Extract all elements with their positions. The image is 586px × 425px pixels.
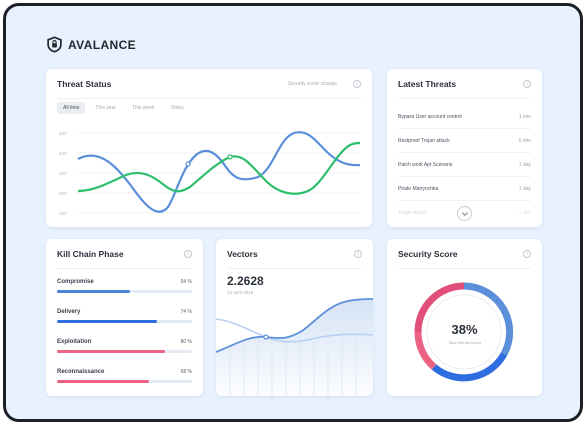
latest-threats-card: Latest Threats i Bypass User account con… (387, 69, 542, 227)
phase-percent: 80 % (180, 339, 192, 345)
phase-label: Reconnaissance (57, 369, 105, 375)
chevron-down-icon (461, 211, 468, 216)
security-score-donut (414, 282, 514, 382)
donut-segment-magenta (414, 282, 465, 333)
kill-chain-card: Kill Chain Phase i Compromise 54 % Deliv… (46, 239, 203, 396)
tab-this-week[interactable]: This week (131, 105, 155, 111)
security-score-change-link[interactable]: Security score change (287, 81, 337, 87)
threat-series-blue (77, 131, 361, 213)
threat-name: Patch work Apt Scenario (398, 161, 453, 168)
phase-label: Compromise (57, 279, 94, 285)
latest-threats-header: Latest Threats i (398, 69, 531, 99)
progress-fill (57, 350, 165, 353)
phase-percent: 54 % (180, 279, 192, 285)
donut-segment-light-blue (463, 282, 514, 356)
kill-chain-item: Compromise 54 % (57, 277, 192, 307)
time-range-tabs: All time This year This week Today (57, 102, 190, 114)
card-title: Latest Threats (398, 78, 457, 89)
threat-series-green-point[interactable] (227, 154, 233, 160)
threat-time: 1 day (518, 161, 531, 168)
phase-label: Delivery (57, 309, 81, 315)
y-tick-label: 100 (59, 211, 67, 216)
security-score-card: Security Score i 38% Total threats found (387, 239, 542, 396)
vector-line (216, 298, 373, 353)
vector-point[interactable] (263, 334, 269, 340)
info-icon[interactable]: i (184, 250, 192, 258)
security-score-header: Security Score i (398, 239, 531, 269)
info-icon[interactable]: i (523, 80, 531, 88)
y-tick-label: 200 (59, 191, 67, 196)
donut-segment-blue (431, 352, 508, 382)
threat-time: 5 min (518, 137, 531, 144)
threat-name: Pirate Matryochka (398, 185, 439, 192)
vector-value: 2.2628 (227, 274, 264, 288)
threat-name: Trojan Attack (398, 210, 427, 216)
threat-time: 1 day (518, 210, 531, 216)
progress-track (57, 290, 192, 293)
card-title: Threat Status (57, 78, 112, 89)
threat-status-card: Threat Status Security score change i Al… (46, 69, 372, 227)
y-tick-label: 400 (59, 151, 67, 156)
vector-grid (229, 299, 357, 396)
list-item[interactable]: Bypass User account control 1 min (398, 105, 531, 129)
vectors-header: Vectors i (227, 239, 362, 269)
phase-percent: 68 % (180, 369, 192, 375)
vector-date: 23 April 2018 (227, 290, 254, 295)
vector-line-faint (216, 318, 373, 343)
vectors-chart (216, 298, 373, 396)
progress-fill (57, 380, 149, 383)
threat-series-blue-point[interactable] (185, 161, 191, 167)
kill-chain-item: Exploitation 80 % (57, 337, 192, 367)
tab-this-year[interactable]: This year (95, 105, 116, 111)
dashboard-frame: AVALANCE Threat Status Security score ch… (3, 3, 583, 422)
shield-logo-icon (47, 36, 62, 53)
brand[interactable]: AVALANCE (46, 36, 136, 53)
info-icon[interactable]: i (523, 250, 531, 258)
y-tick-label: 300 (59, 171, 67, 176)
list-item[interactable]: Pirate Matryochka 1 day (398, 177, 531, 201)
threat-time: 1 day (518, 185, 531, 192)
card-title: Security Score (398, 248, 458, 259)
phase-label: Exploitation (57, 339, 92, 345)
kill-chain-header: Kill Chain Phase i (57, 239, 192, 269)
info-icon[interactable]: i (353, 80, 361, 88)
progress-fill (57, 320, 157, 323)
tab-all-time[interactable]: All time (57, 102, 86, 114)
list-item[interactable]: Restproof Trojan attack 5 min (398, 129, 531, 153)
progress-track (57, 320, 192, 323)
threat-time: 1 min (518, 113, 531, 120)
card-title: Vectors (227, 248, 258, 259)
info-icon[interactable]: i (354, 250, 362, 258)
phase-percent: 74 % (180, 309, 192, 315)
threat-status-chart: 500 400 300 200 100 (59, 131, 361, 216)
grid-lines (76, 132, 360, 214)
kill-chain-list: Compromise 54 % Delivery 74 % Exploitati… (57, 277, 192, 397)
threat-status-header: Threat Status Security score change i (57, 69, 361, 99)
kill-chain-item: Reconnaissance 68 % (57, 367, 192, 397)
progress-fill (57, 290, 130, 293)
security-score-value: 38% (451, 322, 478, 337)
threat-name: Restproof Trojan attack (398, 137, 450, 144)
list-item[interactable]: Patch work Apt Scenario 1 day (398, 153, 531, 177)
vector-area (216, 299, 373, 396)
threat-series-green (77, 141, 361, 195)
progress-track (57, 350, 192, 353)
threat-name: Bypass User account control (398, 113, 462, 120)
threat-list: Bypass User account control 1 min Restpr… (398, 105, 531, 225)
security-score-subtitle: Total threats found (448, 340, 481, 345)
vectors-card: Vectors i 2.2628 23 April 2018 (216, 239, 373, 396)
tab-today[interactable]: Today (170, 105, 184, 111)
kill-chain-item: Delivery 74 % (57, 307, 192, 337)
card-title: Kill Chain Phase (57, 248, 124, 259)
donut-segment-pink (414, 331, 437, 370)
list-item[interactable]: Trojan Attack 1 day (398, 201, 531, 225)
progress-track (57, 380, 192, 383)
scroll-down-button[interactable] (457, 206, 472, 221)
y-tick-label: 500 (59, 131, 67, 136)
brand-name: AVALANCE (68, 37, 137, 52)
